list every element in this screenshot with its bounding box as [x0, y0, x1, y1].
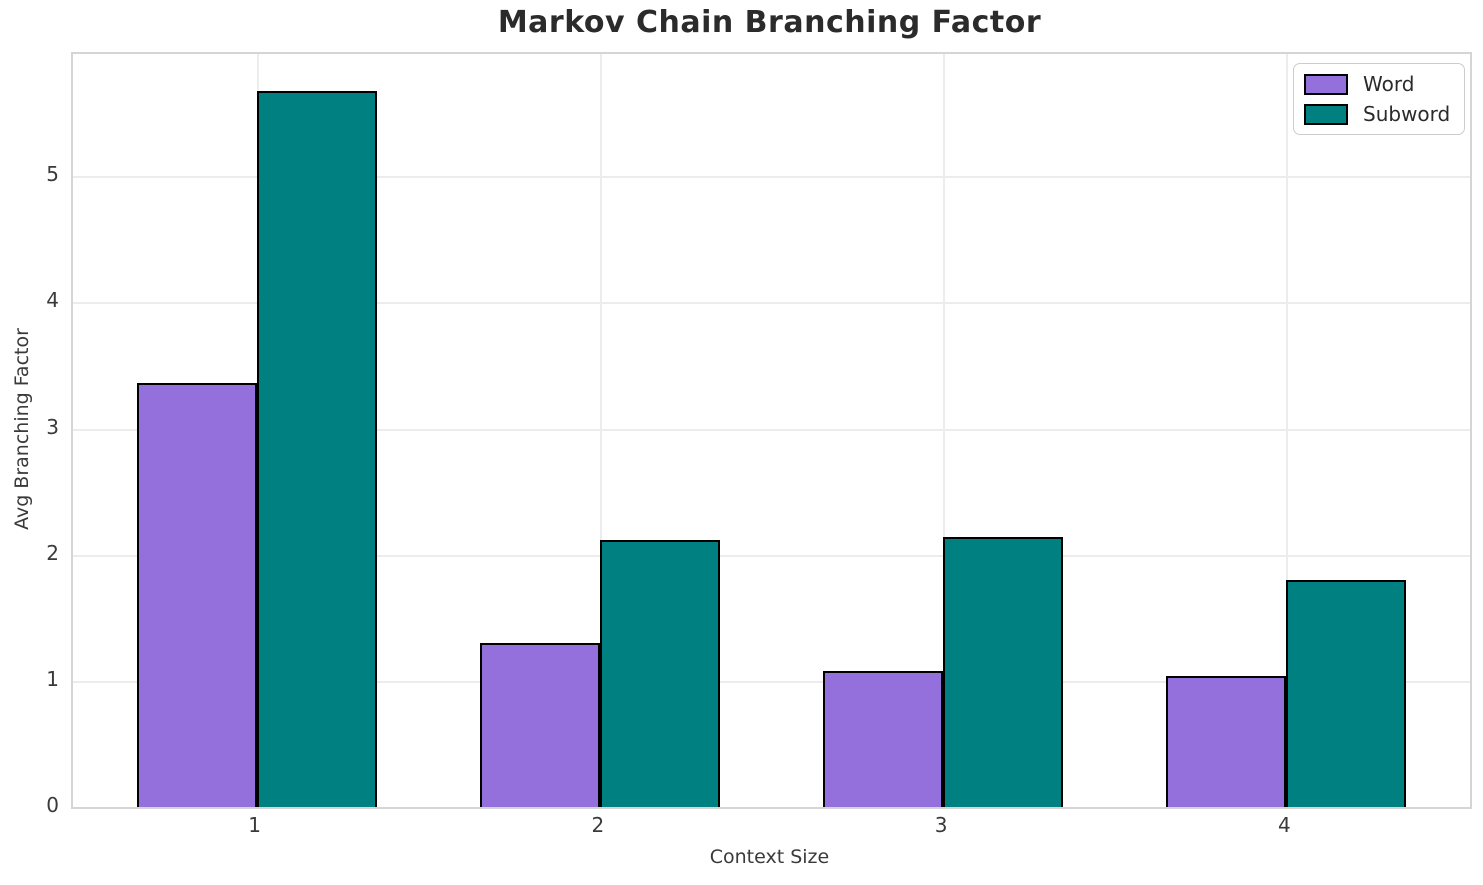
y-tick-label: 1 — [46, 666, 59, 691]
bar-word-ctx2 — [479, 643, 600, 807]
legend-swatch-subword — [1304, 103, 1348, 125]
grid-line-vertical — [943, 54, 946, 807]
legend-label: Subword — [1363, 102, 1451, 126]
grid-line-horizontal — [73, 428, 1470, 431]
legend-label: Word — [1363, 72, 1415, 96]
y-tick-label: 4 — [46, 288, 59, 313]
bar-word-ctx4 — [1166, 675, 1287, 807]
bar-subword-ctx4 — [1286, 579, 1407, 807]
grid-line-horizontal — [73, 680, 1470, 683]
grid-line-horizontal — [73, 302, 1470, 305]
y-tick-label: 0 — [46, 793, 59, 817]
x-tick-label: 1 — [248, 813, 261, 837]
x-axis-label: Context Size — [709, 846, 830, 868]
y-tick-label: 2 — [46, 540, 59, 565]
chart-title: Markov Chain Branching Factor — [497, 5, 1042, 40]
legend-swatch-word — [1304, 73, 1348, 95]
grid-line-horizontal — [73, 176, 1470, 179]
legend-entry-subword: Subword — [1304, 102, 1450, 126]
x-tick-label: 3 — [934, 813, 948, 837]
x-tick-label: 2 — [591, 813, 605, 837]
legend-entry-word: Word — [1304, 72, 1450, 96]
bar-subword-ctx1 — [256, 90, 377, 807]
plot-area — [71, 52, 1472, 809]
bar-subword-ctx3 — [943, 537, 1064, 807]
bar-word-ctx1 — [136, 383, 257, 807]
bar-subword-ctx2 — [599, 539, 720, 807]
bar-word-ctx3 — [822, 670, 944, 807]
legend: Word Subword — [1293, 63, 1466, 135]
x-tick-label: 4 — [1277, 813, 1291, 837]
grid-line-vertical — [599, 54, 602, 807]
grid-line-horizontal — [73, 554, 1470, 557]
y-tick-label: 5 — [46, 162, 59, 187]
y-tick-label: 3 — [46, 414, 59, 439]
grid-line-vertical — [1286, 54, 1289, 807]
